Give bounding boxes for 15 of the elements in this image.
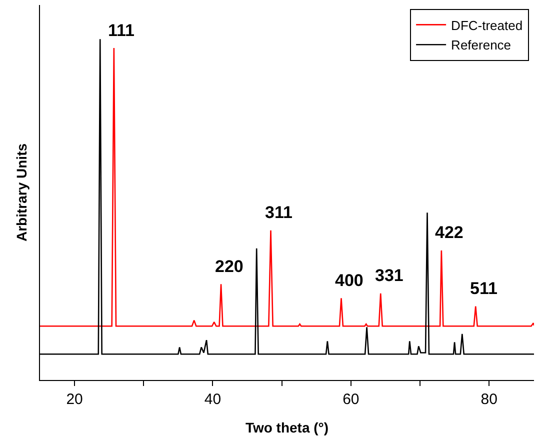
annotation: 111 [108,21,134,40]
annotation: 220 [215,257,244,276]
annotation: 331 [375,266,404,285]
annotation: 400 [335,271,364,290]
legend-label: DFC-treated [451,18,523,33]
annotation: 511 [470,279,498,298]
x-tick-label: 80 [480,391,498,408]
x-tick-label: 40 [204,391,222,408]
x-axis-title: Two theta (°) [245,419,329,436]
y-axis-title: Arbitrary Units [14,143,30,242]
x-tick-label: 60 [342,391,360,408]
annotation: 311 [265,203,292,222]
legend-label: Reference [451,38,512,53]
x-tick-label: 20 [66,391,83,408]
annotation: 422 [435,223,464,242]
